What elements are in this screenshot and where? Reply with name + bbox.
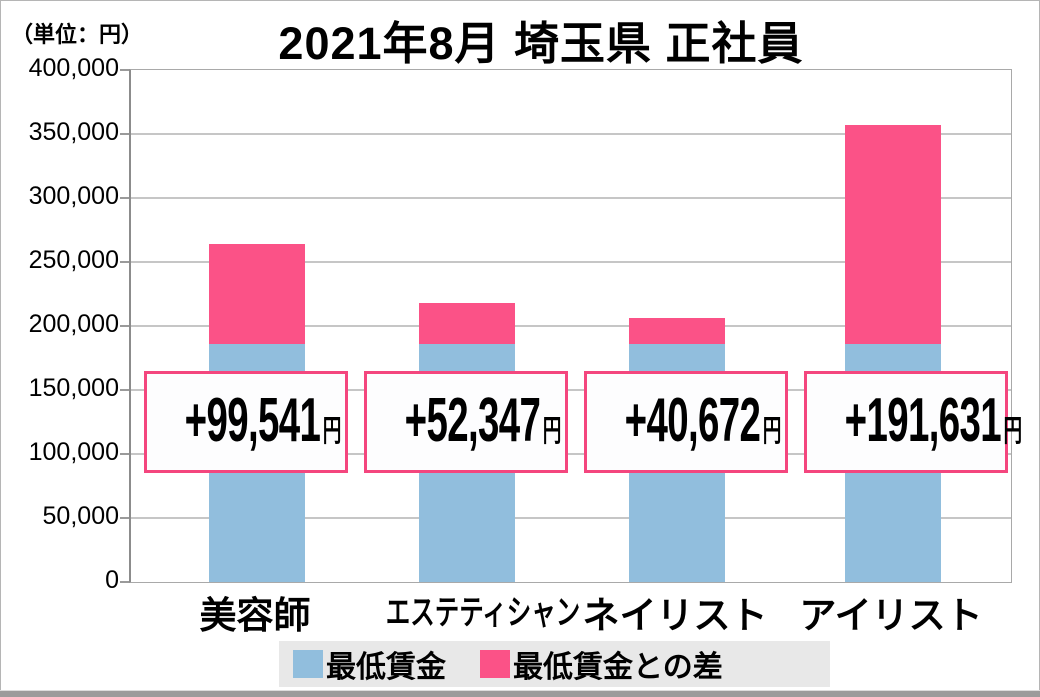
y-tick-label: 300,000 (28, 182, 119, 210)
annotation-unit: 円 (1003, 415, 1023, 448)
plot-area: +99,541円 +52,347円 +40,672円 +191,631円 (120, 69, 1022, 583)
annotation-box: +99,541円 (144, 371, 348, 473)
y-tick-label: 0 (105, 566, 119, 594)
axis-tick (120, 453, 129, 455)
axis-tick (120, 325, 129, 327)
legend-label: 最低賃金 (326, 651, 446, 684)
annotation-unit: 円 (542, 415, 562, 448)
annotation-text: +52,347円 (405, 374, 562, 484)
x-axis-label: ネイリスト (582, 595, 768, 636)
annotation-amount: +191,631 (844, 386, 1002, 455)
x-axis-label: 美容師 (199, 595, 311, 636)
gridline (131, 453, 1011, 455)
annotation-box: +52,347円 (364, 371, 568, 473)
y-tick-label: 100,000 (28, 438, 119, 466)
legend-swatch (293, 650, 323, 678)
unit-label: （単位：円） (11, 22, 144, 47)
axis-tick (120, 133, 129, 135)
annotation-box: +40,672円 (584, 371, 788, 473)
y-tick-label: 200,000 (28, 310, 119, 338)
legend-swatch (480, 650, 510, 678)
annotation-unit: 円 (322, 415, 342, 448)
annotation-text: +191,631円 (845, 374, 1023, 484)
axis-tick (120, 581, 129, 583)
annotation-box: +191,631円 (804, 371, 1022, 473)
annotation-amount: +52,347 (404, 386, 541, 455)
legend-label: 最低賃金との差 (513, 651, 723, 684)
bottom-border-band (0, 690, 1040, 697)
legend-item: 最低賃金との差 (480, 642, 723, 686)
axis-tick (120, 69, 129, 71)
gridline (131, 197, 1011, 199)
chart-title: 2021年8月 埼玉県 正社員 (278, 18, 804, 69)
gridline (131, 517, 1011, 519)
gridline (131, 389, 1011, 391)
y-axis-labels: 400,000 350,000 300,000 250,000 200,000 150,0… (1, 54, 121, 594)
axis-tick (120, 197, 129, 199)
x-axis-label: アイリスト (799, 595, 983, 636)
gridline (131, 325, 1011, 327)
gridline (131, 133, 1011, 135)
y-tick-label: 400,000 (28, 54, 119, 82)
x-axis-label: エステティシャン (385, 594, 581, 632)
annotation-amount: +40,672 (624, 386, 761, 455)
gridline (131, 261, 1011, 263)
legend-item: 最低賃金 (293, 642, 446, 686)
axis-tick (120, 389, 129, 391)
annotation-amount: +99,541 (184, 386, 321, 455)
annotation-text: +40,672円 (625, 374, 782, 484)
axis-tick (120, 261, 129, 263)
y-tick-label: 150,000 (28, 374, 119, 402)
axis-tick (120, 517, 129, 519)
bar-diff-segment (845, 124, 941, 582)
y-tick-label: 250,000 (28, 246, 119, 274)
legend: 最低賃金 最低賃金との差 (279, 641, 830, 687)
annotation-unit: 円 (762, 415, 782, 448)
y-tick-label: 350,000 (28, 118, 119, 146)
annotation-text: +99,541円 (185, 374, 342, 484)
x-axis-labels: 美容師 エステティシャン ネイリスト アイリスト (129, 585, 1009, 636)
y-tick-label: 50,000 (42, 502, 119, 530)
